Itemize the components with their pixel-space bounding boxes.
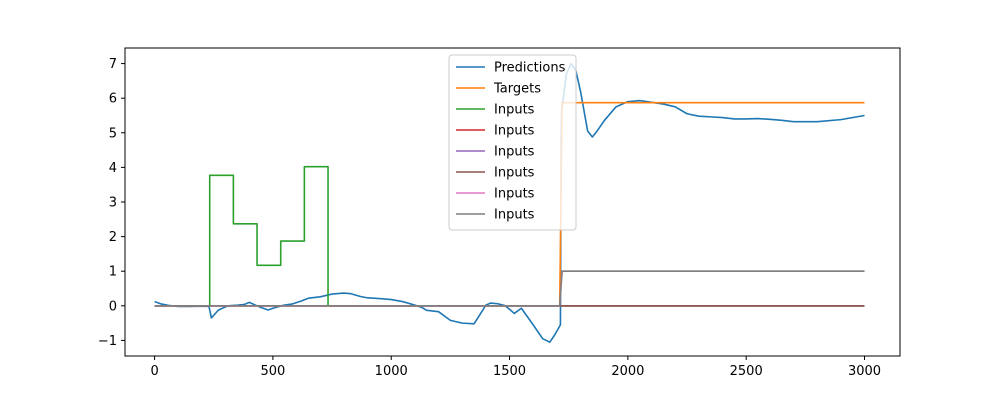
x-tick-label: 500 — [260, 364, 285, 379]
x-tick-label: 1500 — [493, 364, 526, 379]
series-line-2 — [154, 165, 865, 307]
x-tick-label: 2500 — [730, 364, 763, 379]
series-line-7 — [154, 270, 865, 307]
legend-box — [448, 54, 577, 231]
y-tick-label: 3 — [109, 196, 117, 211]
x-tick-label: 2000 — [611, 364, 644, 379]
y-tick-label: 4 — [109, 161, 117, 176]
legend-label-6: Inputs — [494, 187, 535, 202]
y-tick-label: −1 — [98, 334, 117, 349]
y-tick-label: 1 — [109, 265, 117, 280]
legend-label-3: Inputs — [494, 124, 535, 139]
y-tick-label: 0 — [109, 299, 117, 314]
legend-label-2: Inputs — [494, 103, 535, 118]
legend-label-7: Inputs — [494, 208, 535, 223]
x-tick-label: 3000 — [848, 364, 881, 379]
series-line-0 — [154, 62, 865, 343]
y-tick-label: 7 — [109, 57, 117, 72]
x-tick-label: 0 — [150, 364, 158, 379]
x-tick-label: 1000 — [375, 364, 408, 379]
y-tick-label: 2 — [109, 230, 117, 245]
legend: Predictions Targets Inputs Inputs Inputs Inpu… — [448, 54, 577, 231]
y-tick-label: 6 — [109, 92, 117, 107]
legend-label-0: Predictions — [494, 61, 566, 76]
axis-layer: 0 500 1000 1500 2000 2500 3000 −1 0 1 2 3 4 5 6 7 — [98, 57, 881, 379]
legend-label-4: Inputs — [494, 145, 535, 160]
y-tick-label: 5 — [109, 126, 117, 141]
legend-label-1: Targets — [493, 82, 541, 97]
legend-label-5: Inputs — [494, 166, 535, 181]
